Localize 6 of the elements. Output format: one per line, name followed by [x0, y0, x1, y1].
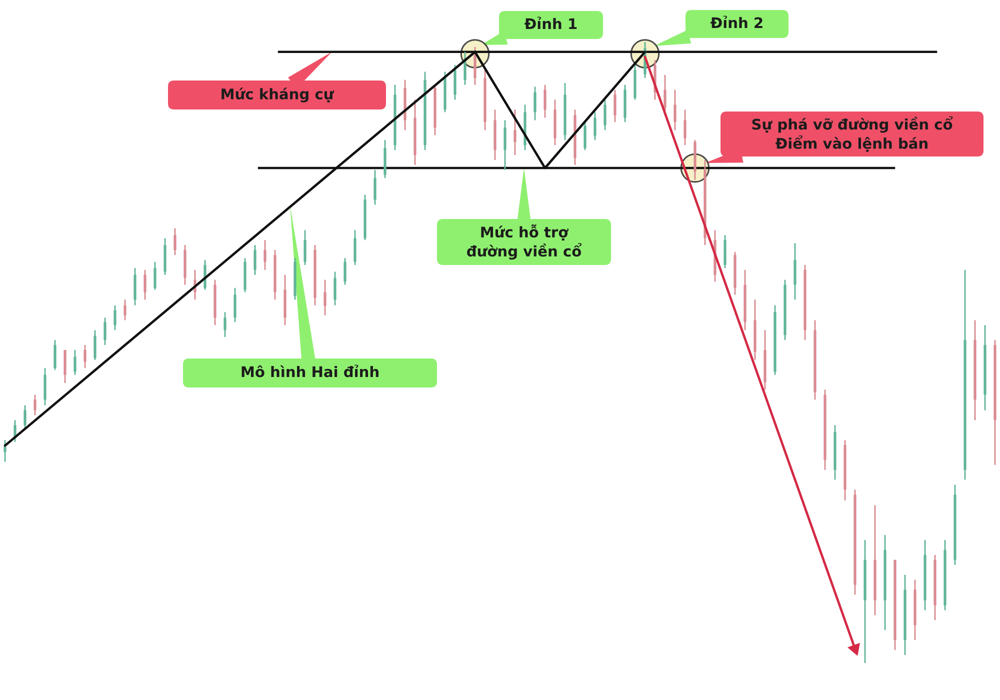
ref-line-label: Mức hỗ trợ đường viền cổ — [467, 224, 582, 260]
text: Đỉnh 1 — [524, 16, 577, 30]
annotation: Sự phá vỡ đường viền cổ Điểm vào lệnh bán — [752, 116, 953, 152]
text: Đỉnh 2 — [710, 16, 762, 28]
annotation: Mô hình Hai đỉnh — [242, 364, 378, 378]
ref-line-label: Mức kháng cự — [222, 88, 334, 102]
